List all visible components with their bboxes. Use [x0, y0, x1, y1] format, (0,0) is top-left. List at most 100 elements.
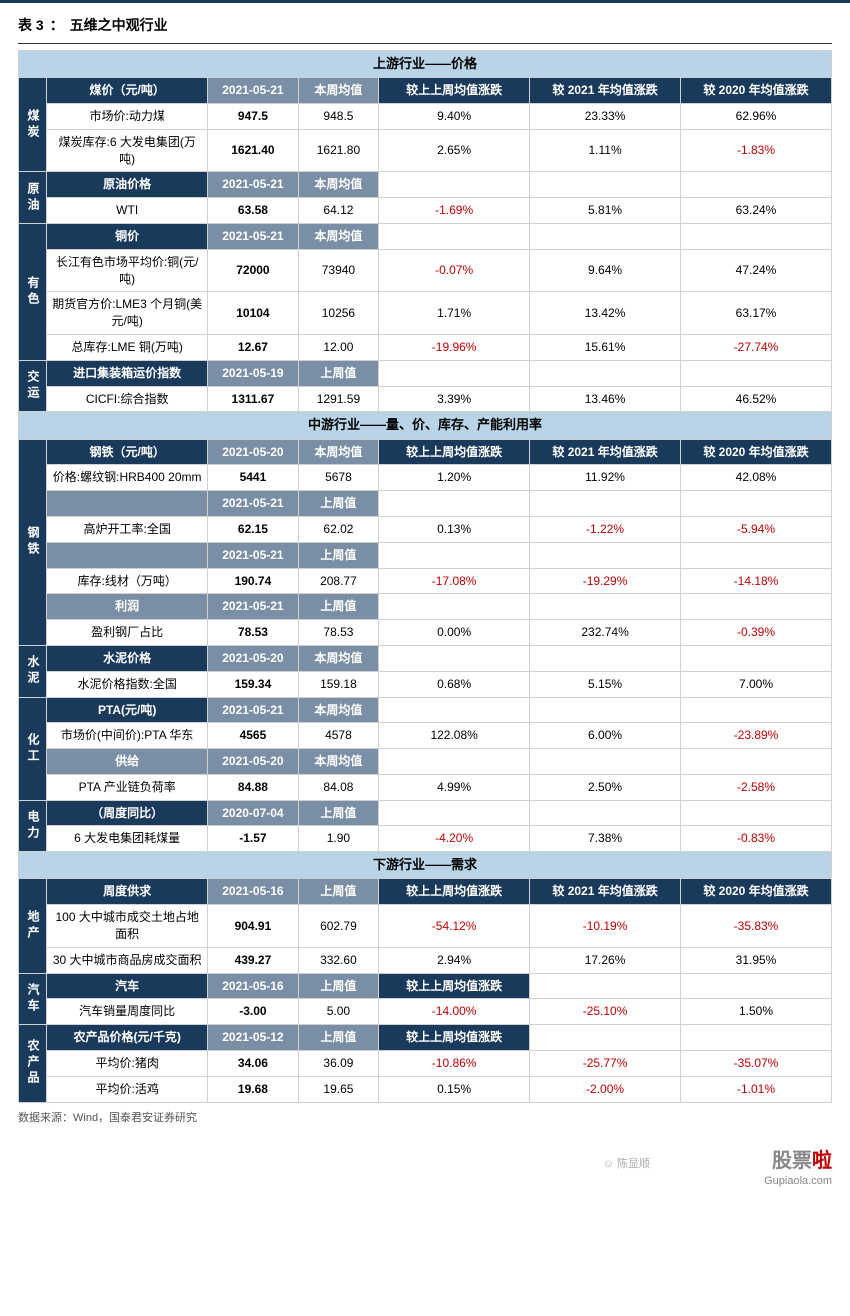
table-row: 盈利钢厂占比78.5378.530.00%232.74%-0.39% — [19, 620, 832, 646]
col-header: 较 2021 年均值涨跌 — [530, 439, 681, 465]
row-value: 4578 — [298, 723, 378, 749]
col-header: 较上上周均值涨跌 — [379, 973, 530, 999]
brand-watermark: 股票啦 — [772, 1144, 832, 1173]
title-prefix: 表 3 — [18, 15, 44, 35]
pct-cell: -27.74% — [681, 334, 832, 360]
pct-cell: 1.50% — [681, 999, 832, 1025]
section-header: 上游行业——价格 — [19, 51, 832, 78]
table-row: WTI63.5864.12-1.69%5.81%63.24% — [19, 198, 832, 224]
row-value: 62.02 — [298, 516, 378, 542]
row-value: 4565 — [208, 723, 299, 749]
col-header — [379, 223, 530, 249]
pct-cell: -25.10% — [530, 999, 681, 1025]
row-value: 159.18 — [298, 671, 378, 697]
table-row: 100 大中城市成交土地占地面积904.91602.79-54.12%-10.1… — [19, 905, 832, 948]
sub-header: 2021-05-21 — [208, 491, 299, 517]
col-header: 本周均值 — [298, 78, 378, 104]
pct-cell: 0.68% — [379, 671, 530, 697]
col-header — [681, 1025, 832, 1051]
row-value: 1291.59 — [298, 386, 378, 412]
pct-cell: 9.64% — [530, 249, 681, 292]
sub-header — [379, 491, 530, 517]
table-row: 平均价:猪肉34.0636.09-10.86%-25.77%-35.07% — [19, 1051, 832, 1077]
section-header: 下游行业——需求 — [19, 852, 832, 879]
section-header: 中游行业——量、价、库存、产能利用率 — [19, 412, 832, 439]
pct-cell: -1.69% — [379, 198, 530, 224]
row-value: 208.77 — [298, 568, 378, 594]
table-row: 库存:线材（万吨）190.74208.77-17.08%-19.29%-14.1… — [19, 568, 832, 594]
pct-cell: -0.07% — [379, 249, 530, 292]
col-header: 较上上周均值涨跌 — [379, 439, 530, 465]
col-header: 较上上周均值涨跌 — [379, 879, 530, 905]
col-header — [530, 973, 681, 999]
row-label: 水泥价格指数:全国 — [47, 671, 208, 697]
pct-cell: 11.92% — [530, 465, 681, 491]
table-row: 平均价:活鸡19.6819.650.15%-2.00%-1.01% — [19, 1076, 832, 1102]
divider — [18, 43, 832, 44]
pct-cell: 232.74% — [530, 620, 681, 646]
table-row: 高炉开工率:全国62.1562.020.13%-1.22%-5.94% — [19, 516, 832, 542]
pct-cell: -23.89% — [681, 723, 832, 749]
sub-header: 上周值 — [298, 491, 378, 517]
row-value: 73940 — [298, 249, 378, 292]
top-bar — [0, 0, 850, 3]
col-header: 2021-05-21 — [208, 697, 299, 723]
col-header: 较上上周均值涨跌 — [379, 78, 530, 104]
pct-cell: -0.83% — [681, 826, 832, 852]
pct-cell: 63.17% — [681, 292, 832, 335]
category-cell: 煤炭 — [19, 78, 47, 172]
col-header: （周度同比） — [47, 800, 208, 826]
sub-header — [530, 749, 681, 775]
pct-cell: 5.81% — [530, 198, 681, 224]
pct-cell: 9.40% — [379, 103, 530, 129]
col-header — [681, 800, 832, 826]
col-header: 本周均值 — [298, 645, 378, 671]
col-header: 较上上周均值涨跌 — [379, 1025, 530, 1051]
col-header: 2021-05-12 — [208, 1025, 299, 1051]
row-value: 1.90 — [298, 826, 378, 852]
row-value: -1.57 — [208, 826, 299, 852]
row-value: 904.91 — [208, 905, 299, 948]
brand-text-2: 啦 — [812, 1150, 832, 1172]
row-value: 602.79 — [298, 905, 378, 948]
pct-cell: -2.00% — [530, 1076, 681, 1102]
pct-cell: 2.50% — [530, 774, 681, 800]
sub-header: 2021-05-21 — [208, 594, 299, 620]
category-cell: 水泥 — [19, 645, 47, 697]
row-value: 10256 — [298, 292, 378, 335]
pct-cell: 23.33% — [530, 103, 681, 129]
pct-cell: 7.00% — [681, 671, 832, 697]
pct-cell: 7.38% — [530, 826, 681, 852]
pct-cell: -1.01% — [681, 1076, 832, 1102]
col-header: 钢铁（元/吨） — [47, 439, 208, 465]
sub-header: 上周值 — [298, 542, 378, 568]
brand-text-1: 股票 — [772, 1150, 812, 1172]
pct-cell: 2.65% — [379, 129, 530, 172]
pct-cell: 47.24% — [681, 249, 832, 292]
sub-header — [379, 542, 530, 568]
category-cell: 农产品 — [19, 1025, 47, 1102]
row-value: 84.08 — [298, 774, 378, 800]
col-header: 2021-05-20 — [208, 645, 299, 671]
sub-header — [47, 542, 208, 568]
row-value: 72000 — [208, 249, 299, 292]
pct-cell: 6.00% — [530, 723, 681, 749]
col-header: 本周均值 — [298, 439, 378, 465]
category-cell: 汽车 — [19, 973, 47, 1025]
pct-cell: 1.71% — [379, 292, 530, 335]
pct-cell: -17.08% — [379, 568, 530, 594]
col-header: 2020-07-04 — [208, 800, 299, 826]
watermark: ☺ 陈显顺 股票啦 Gupiaola.com — [0, 1139, 850, 1179]
sub-header: 利润 — [47, 594, 208, 620]
sub-header: 2021-05-20 — [208, 749, 299, 775]
category-cell: 交运 — [19, 360, 47, 412]
pct-cell: -5.94% — [681, 516, 832, 542]
row-label: 高炉开工率:全国 — [47, 516, 208, 542]
sub-header — [681, 491, 832, 517]
col-header: 进口集装箱运价指数 — [47, 360, 208, 386]
pct-cell: -14.18% — [681, 568, 832, 594]
col-header — [681, 223, 832, 249]
sub-header — [530, 594, 681, 620]
col-header: 煤价（元/吨） — [47, 78, 208, 104]
col-header: 本周均值 — [298, 223, 378, 249]
